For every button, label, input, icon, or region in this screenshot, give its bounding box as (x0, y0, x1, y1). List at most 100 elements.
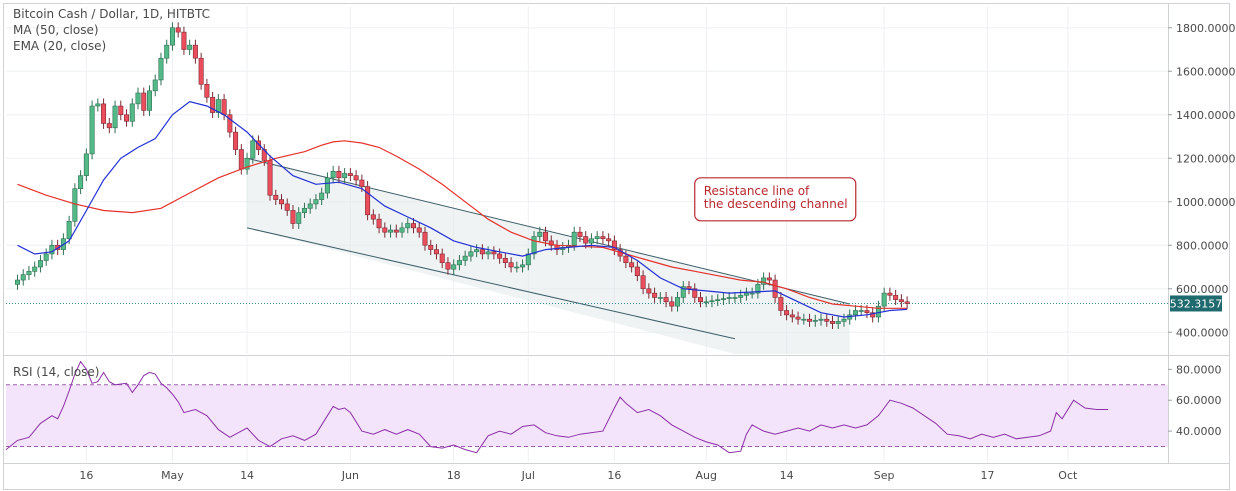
candle (531, 236, 537, 255)
candle (525, 253, 531, 266)
candle (623, 255, 629, 263)
candle (181, 31, 187, 50)
x-tick-label: Jun (341, 469, 359, 482)
candle (20, 274, 26, 281)
candle (784, 310, 790, 316)
candle (198, 57, 204, 85)
candle (646, 288, 652, 294)
candle (755, 284, 761, 294)
candle (669, 301, 675, 307)
candle (135, 92, 141, 105)
candle (267, 160, 273, 196)
candle (611, 240, 617, 250)
candle (870, 312, 876, 318)
candle (43, 253, 49, 261)
rsi-line (5, 360, 1108, 454)
candle (778, 297, 784, 311)
main-legend: Bitcoin Cash / Dollar, 1D, HITBTC MA (50… (13, 6, 210, 54)
rsi-legend: RSI (14, close) (13, 364, 99, 380)
x-tick-label: 17 (980, 469, 994, 482)
x-tick-label: 14 (240, 469, 254, 482)
candle (152, 79, 158, 92)
candle (215, 99, 221, 113)
candle (761, 277, 767, 285)
candle (652, 292, 658, 298)
candle (841, 318, 847, 322)
ma50-line (17, 140, 908, 309)
candle (893, 294, 899, 300)
ma-legend: MA (50, close) (13, 23, 99, 37)
candle (204, 84, 210, 98)
candle (187, 44, 193, 50)
candle (78, 175, 84, 189)
candle (468, 251, 474, 257)
candle (738, 294, 744, 298)
candle (129, 103, 135, 122)
candle (743, 292, 749, 296)
x-tick-label: 14 (780, 469, 794, 482)
candle (594, 236, 600, 240)
candle (692, 288, 698, 298)
candle (250, 140, 256, 159)
candle (789, 314, 795, 318)
candle (342, 173, 348, 179)
candle (405, 223, 411, 229)
candle (106, 123, 112, 129)
last-price-label: 532.3157 (1170, 297, 1223, 310)
candle (233, 131, 239, 150)
channel-fill (247, 158, 850, 354)
candle (192, 44, 198, 59)
y-tick-label: 600.0000 (1176, 283, 1229, 296)
candle (456, 260, 462, 266)
candle (393, 229, 399, 233)
candle (307, 203, 313, 209)
y-tick-label: 1600.0000 (1176, 65, 1236, 78)
candle (577, 231, 583, 237)
candle (284, 203, 290, 211)
candle (101, 103, 107, 124)
x-tick-label: Sep (874, 469, 895, 482)
candle (749, 292, 755, 295)
candle (485, 251, 491, 255)
candle (14, 279, 20, 285)
candle (376, 218, 382, 229)
candle (227, 114, 233, 133)
candle (118, 105, 124, 116)
candle (818, 318, 824, 321)
candle (606, 238, 612, 242)
x-tick-label: Oct (1058, 469, 1078, 482)
candle (479, 249, 485, 255)
annotation-text: Resistance line of (704, 184, 810, 198)
candle (301, 207, 307, 213)
candle (663, 297, 669, 303)
candle (382, 227, 388, 233)
candle (657, 297, 663, 299)
candle (433, 249, 439, 255)
candle (319, 192, 325, 200)
rsi-title: RSI (14, close) (13, 365, 100, 379)
candle (571, 231, 577, 246)
candle (83, 153, 89, 176)
candle (898, 299, 904, 303)
candle (864, 310, 870, 313)
candles (14, 22, 910, 329)
candle (812, 319, 818, 322)
candle (807, 318, 813, 322)
candle (491, 251, 497, 255)
candle (49, 244, 55, 255)
candle (347, 173, 353, 176)
ema20-line (17, 101, 908, 318)
candle (497, 253, 503, 259)
candle (445, 262, 451, 270)
annotation-box (694, 177, 857, 222)
chart-title: Bitcoin Cash / Dollar, 1D, HITBTC (13, 7, 211, 21)
candle (353, 175, 359, 181)
y-tick-label: 800.0000 (1176, 239, 1229, 252)
x-tick-label: May (161, 469, 184, 482)
y-tick-label: 1400.0000 (1176, 109, 1236, 122)
candle (697, 297, 703, 303)
candle (359, 179, 365, 187)
candle (640, 275, 646, 290)
